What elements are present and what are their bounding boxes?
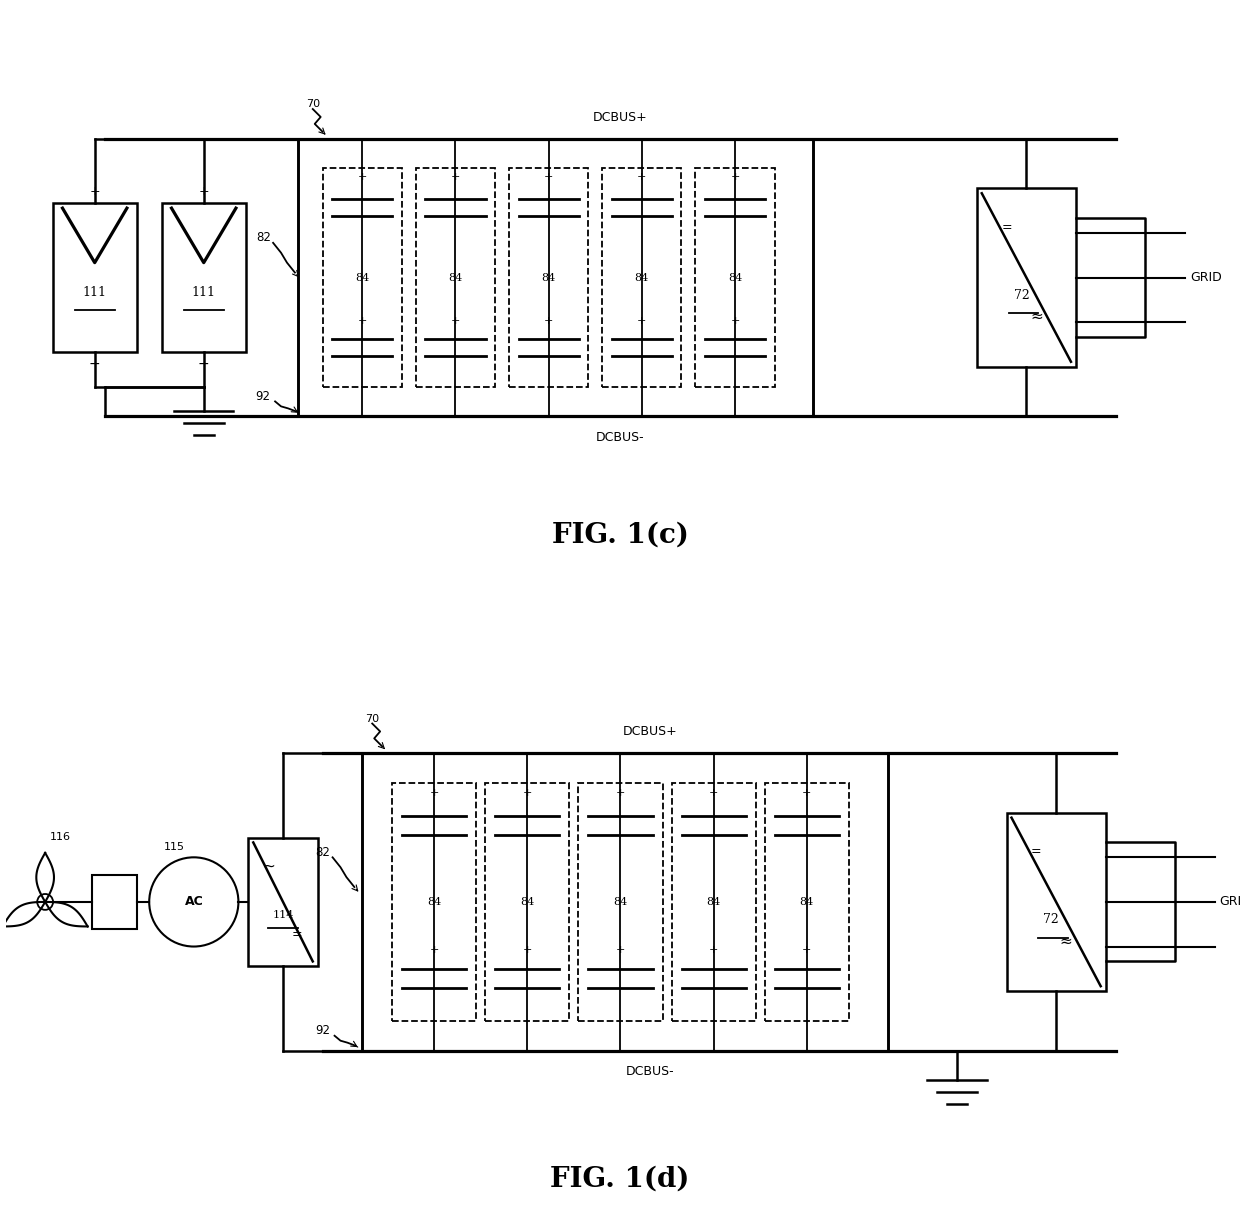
- Text: 82: 82: [315, 846, 330, 859]
- Text: +: +: [89, 184, 100, 198]
- Text: 72: 72: [1043, 913, 1059, 927]
- Text: =: =: [291, 928, 303, 940]
- Bar: [485, 783, 569, 1021]
- Text: GRID: GRID: [1190, 272, 1221, 284]
- Text: DCBUS+: DCBUS+: [622, 725, 677, 739]
- Text: −: −: [198, 356, 210, 371]
- Text: +: +: [730, 316, 739, 326]
- Text: +: +: [616, 788, 625, 798]
- Text: AC: AC: [185, 896, 203, 908]
- Text: ~: ~: [263, 858, 275, 874]
- Bar: [248, 837, 317, 966]
- Bar: [92, 875, 136, 929]
- Text: =: =: [1001, 221, 1012, 234]
- Text: 84: 84: [614, 897, 627, 907]
- Text: 116: 116: [50, 832, 71, 842]
- Text: +: +: [198, 184, 210, 198]
- Text: +: +: [730, 172, 739, 182]
- Text: DCBUS-: DCBUS-: [625, 1066, 675, 1079]
- Bar: [672, 783, 756, 1021]
- Text: FIG. 1(c): FIG. 1(c): [552, 521, 688, 548]
- Text: +: +: [429, 945, 439, 955]
- Text: 111: 111: [83, 286, 107, 299]
- Text: +: +: [637, 172, 646, 182]
- Text: 84: 84: [635, 273, 649, 283]
- Text: +: +: [357, 172, 367, 182]
- Text: +: +: [802, 945, 811, 955]
- Bar: [298, 139, 813, 417]
- Text: +: +: [451, 172, 460, 182]
- Text: 84: 84: [355, 273, 370, 283]
- Bar: [362, 753, 888, 1051]
- Text: 72: 72: [1013, 289, 1029, 302]
- Text: 84: 84: [449, 273, 463, 283]
- Text: −: −: [89, 356, 100, 371]
- Text: 84: 84: [800, 897, 813, 907]
- Text: +: +: [451, 316, 460, 326]
- Text: DCBUS+: DCBUS+: [593, 111, 647, 124]
- Text: ≈: ≈: [1060, 934, 1073, 949]
- Bar: [603, 168, 682, 387]
- Text: 84: 84: [521, 897, 534, 907]
- Text: 82: 82: [255, 231, 270, 245]
- Text: +: +: [709, 788, 718, 798]
- Bar: [977, 188, 1076, 366]
- Bar: [765, 783, 849, 1021]
- Text: +: +: [544, 172, 553, 182]
- Text: +: +: [802, 788, 811, 798]
- Text: DCBUS-: DCBUS-: [595, 431, 645, 444]
- Text: 92: 92: [255, 390, 270, 403]
- Text: +: +: [637, 316, 646, 326]
- Text: ≈: ≈: [1030, 310, 1043, 324]
- Bar: [161, 203, 246, 351]
- Text: 114: 114: [273, 909, 294, 919]
- Text: +: +: [616, 945, 625, 955]
- Text: 84: 84: [427, 897, 441, 907]
- Text: 92: 92: [315, 1024, 330, 1037]
- Bar: [392, 783, 476, 1021]
- Text: FIG. 1(d): FIG. 1(d): [551, 1166, 689, 1193]
- Bar: [1007, 812, 1106, 991]
- Bar: [52, 203, 136, 351]
- Text: 111: 111: [192, 286, 216, 299]
- Text: +: +: [544, 316, 553, 326]
- Text: +: +: [429, 788, 439, 798]
- Text: +: +: [709, 945, 718, 955]
- Text: 84: 84: [707, 897, 720, 907]
- Bar: [508, 168, 588, 387]
- Bar: [415, 168, 495, 387]
- Text: +: +: [522, 788, 532, 798]
- Text: 70: 70: [365, 714, 379, 724]
- Text: 115: 115: [164, 842, 185, 853]
- Bar: [696, 168, 775, 387]
- Text: 70: 70: [306, 100, 320, 109]
- Text: 84: 84: [728, 273, 742, 283]
- Text: 84: 84: [542, 273, 556, 283]
- Text: +: +: [357, 316, 367, 326]
- Bar: [322, 168, 402, 387]
- Text: GRID: GRID: [1220, 896, 1240, 908]
- Text: =: =: [1030, 846, 1042, 859]
- Bar: [578, 783, 662, 1021]
- Text: +: +: [522, 945, 532, 955]
